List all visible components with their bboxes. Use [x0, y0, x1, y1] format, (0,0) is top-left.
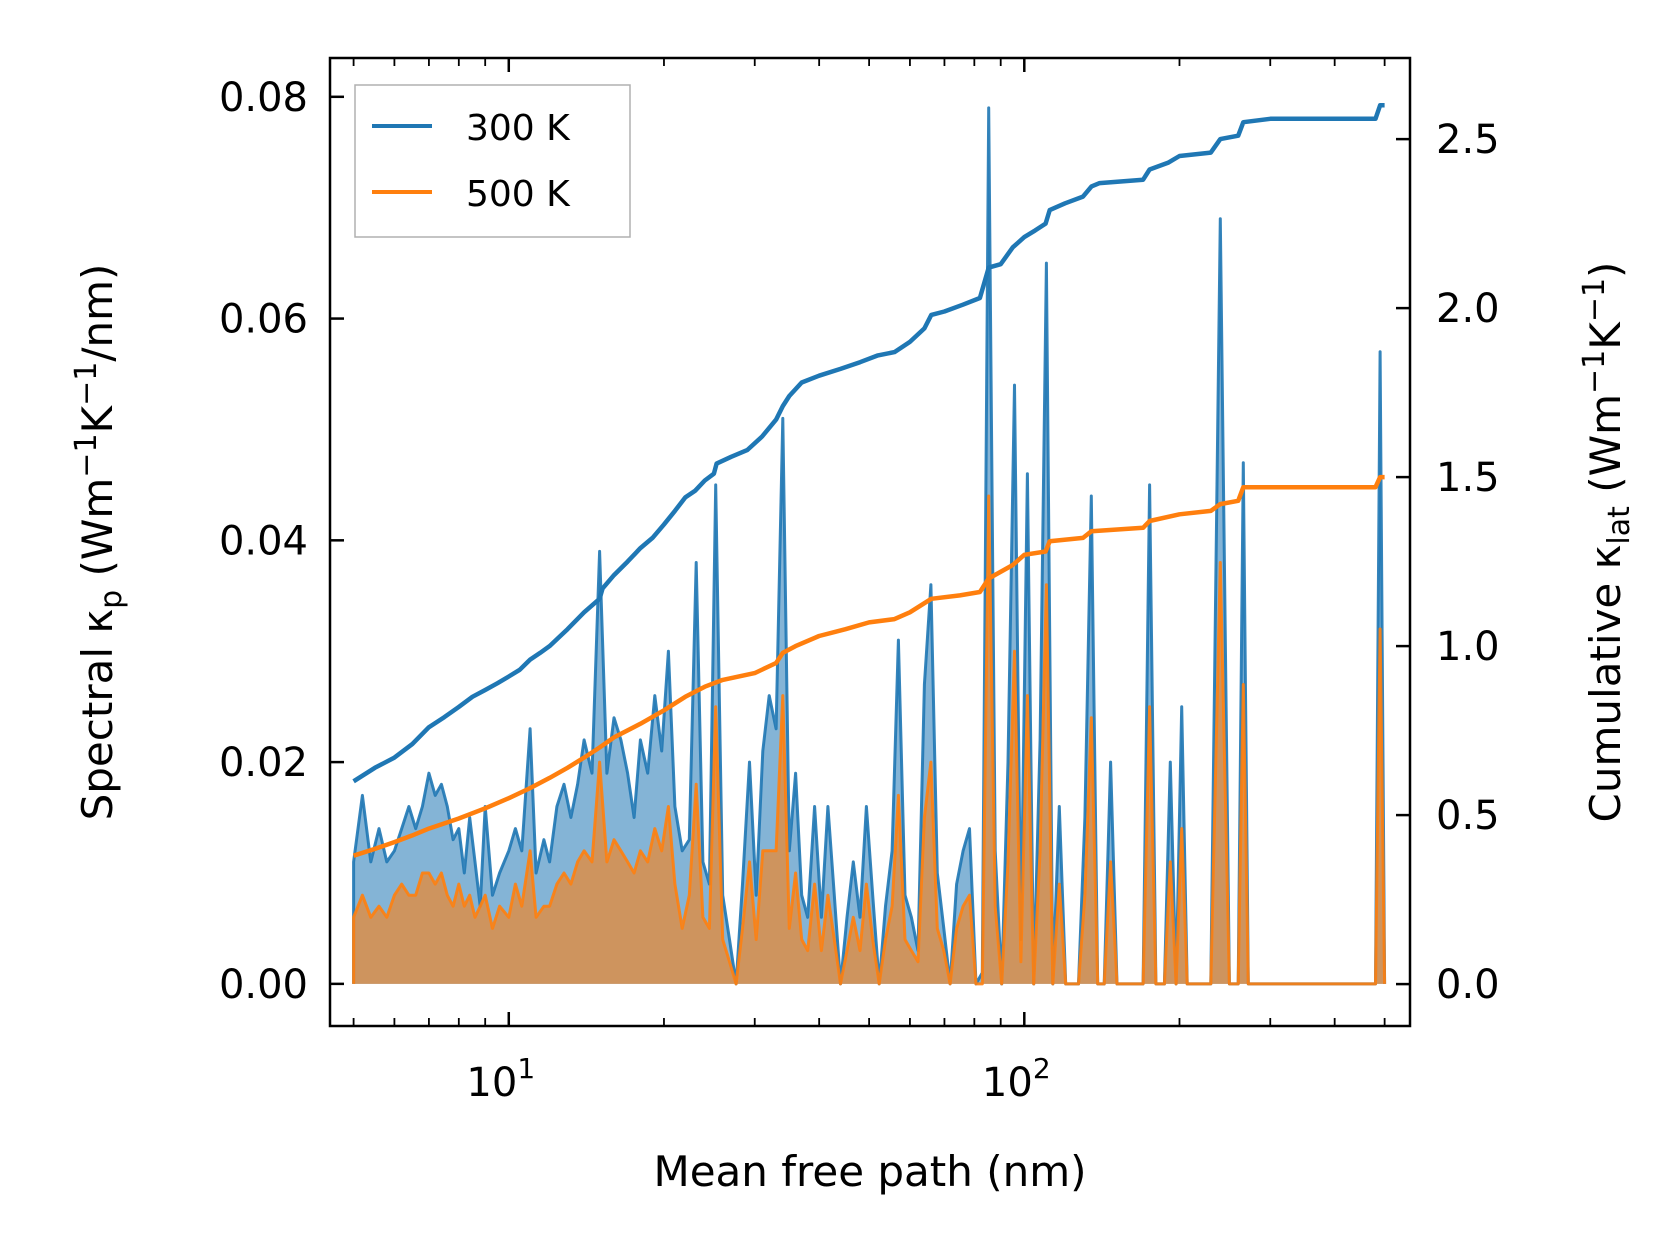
right-tick-label: 0.5: [1436, 793, 1500, 839]
left-tick-label: 0.08: [219, 75, 308, 121]
right-tick-label: 1.5: [1436, 455, 1500, 501]
left-title-sup1: −1: [69, 433, 104, 477]
right-tick-label: 2.5: [1436, 117, 1500, 163]
x-tick-label: 102: [982, 1052, 1051, 1106]
left-title-pre: Spectral κ: [73, 609, 122, 821]
left-axis-title: Spectral κp (Wm−1K−1/nm): [69, 264, 129, 821]
legend-label-300k: 300 K: [466, 108, 571, 149]
axes: 101 102 0.00 0.02 0.04 0.06 0.08 0.0 0.5 1.0 1.5 2.…: [219, 58, 1500, 1106]
right-axis-title: Cumulative κlat (Wm−1K−1): [1577, 262, 1637, 823]
right-tick-label: 0.0: [1436, 962, 1500, 1008]
left-title-sup2: −1: [69, 362, 104, 406]
legend-label-500k: 500 K: [466, 174, 571, 215]
right-tick-label: 2.0: [1436, 286, 1500, 332]
right-tick-label: 1.0: [1436, 624, 1500, 670]
left-tick-label: 0.06: [219, 297, 308, 343]
right-title-sup1: −1: [1577, 350, 1612, 394]
left-title-sub: p: [94, 590, 129, 609]
spectral-area-500k: [353, 496, 1385, 984]
right-title-tail: ): [1581, 262, 1630, 278]
left-tick-label: 0.02: [219, 740, 308, 786]
spectral-fills: [352, 106, 1387, 986]
spectral-line-500k: [352, 494, 1387, 986]
right-title-mid: K: [1581, 321, 1630, 350]
right-title-post: (Wm: [1581, 394, 1630, 506]
left-title-mid: K: [73, 404, 122, 433]
cumulative-line-300k: [352, 103, 1385, 784]
right-title-sub: lat: [1602, 506, 1637, 545]
legend-box: [354, 84, 631, 238]
x-tick-label: 101: [466, 1052, 535, 1106]
x-axis-title: Mean free path (nm): [653, 1147, 1086, 1196]
cumulative-line-500k: [352, 474, 1385, 858]
legend: 300 K 500 K: [354, 84, 631, 238]
left-title-tail: /nm): [73, 264, 122, 362]
spectral-line-300k: [352, 106, 1387, 986]
left-tick-label: 0.04: [219, 518, 308, 564]
left-title-post: (Wm: [73, 478, 122, 590]
right-title-sup2: −1: [1577, 278, 1612, 322]
cumulative-lines: [352, 103, 1385, 858]
right-title-pre: Cumulative κ: [1581, 545, 1630, 823]
spectral-area-300k: [353, 107, 1385, 984]
left-tick-label: 0.00: [219, 962, 308, 1008]
